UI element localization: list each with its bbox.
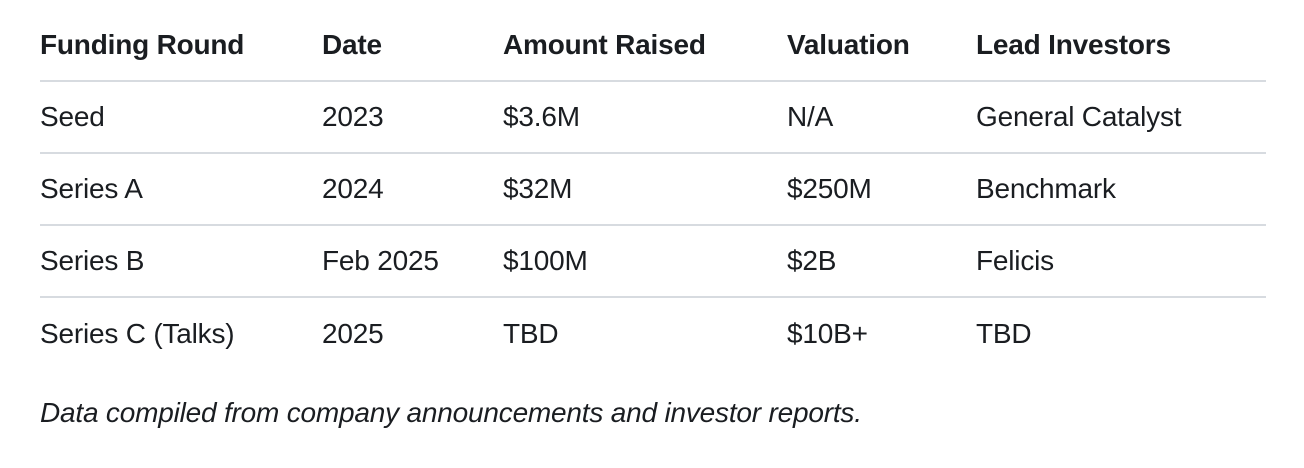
cell-lead-investors: General Catalyst xyxy=(976,81,1266,154)
cell-lead-investors: TBD xyxy=(976,317,1032,349)
table-row: Seed 2023 $3.6M N/A General Catalyst xyxy=(40,81,1266,154)
cell-amount-raised: TBD xyxy=(503,317,559,349)
cell-date: 2025 xyxy=(322,317,384,349)
cell-lead-investors: Felicis xyxy=(976,225,1266,298)
cell-valuation: N/A xyxy=(787,81,976,154)
table-footnote: Data compiled from company announcements… xyxy=(40,397,862,428)
cell-funding-round: Seed xyxy=(40,81,322,154)
cell-date: 2024 xyxy=(322,153,503,226)
table-row: Series B Feb 2025 $100M $2B Felicis xyxy=(40,225,1266,298)
cell-date: Feb 2025 xyxy=(322,225,503,298)
cell-funding-round: Series C (Talks) xyxy=(40,317,235,349)
column-header-amount-raised: Amount Raised xyxy=(503,9,787,82)
funding-table-document: Funding Round Date Amount Raised Valuati… xyxy=(40,9,1266,428)
column-header-valuation: Valuation xyxy=(787,9,976,82)
cell-amount-raised: $100M xyxy=(503,225,787,298)
funding-rounds-table: Funding Round Date Amount Raised Valuati… xyxy=(40,9,1266,369)
column-header-funding-round: Funding Round xyxy=(40,9,322,82)
table-row: Series A 2024 $32M $250M Benchmark xyxy=(40,153,1266,226)
cell-amount-raised: $32M xyxy=(503,153,787,226)
cell-valuation: $2B xyxy=(787,225,976,298)
cell-funding-round: Series A xyxy=(40,153,322,226)
table-header: Funding Round Date Amount Raised Valuati… xyxy=(40,9,1266,82)
column-header-date: Date xyxy=(322,9,503,82)
table-row: Series C (Talks) 2025 TBD $10B+ TBD xyxy=(40,297,1266,369)
cell-date: 2023 xyxy=(322,81,503,154)
cell-valuation: $10B+ xyxy=(787,317,868,349)
table-header-row: Funding Round Date Amount Raised Valuati… xyxy=(40,9,1266,82)
cell-valuation: $250M xyxy=(787,153,976,226)
cell-amount-raised: $3.6M xyxy=(503,81,787,154)
cell-funding-round: Series B xyxy=(40,225,322,298)
column-header-lead-investors: Lead Investors xyxy=(976,9,1266,82)
table-body: Seed 2023 $3.6M N/A General Catalyst Ser… xyxy=(40,81,1266,369)
cell-lead-investors: Benchmark xyxy=(976,153,1266,226)
